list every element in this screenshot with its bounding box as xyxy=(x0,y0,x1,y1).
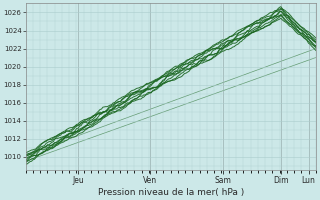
X-axis label: Pression niveau de la mer( hPa ): Pression niveau de la mer( hPa ) xyxy=(98,188,244,197)
